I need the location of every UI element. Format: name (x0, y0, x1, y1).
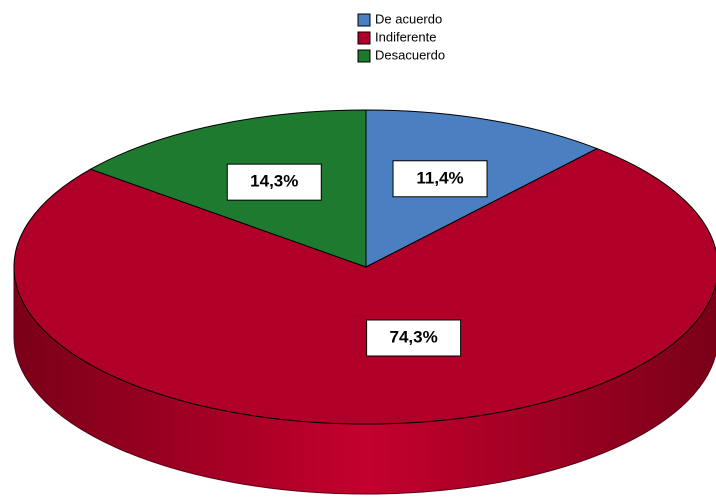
legend-swatch (357, 49, 371, 63)
legend-swatch (357, 13, 371, 27)
data-label: 14,3% (250, 172, 298, 191)
data-label: 74,3% (390, 327, 438, 346)
label-box (392, 160, 488, 198)
legend-label: Desacuerdo (375, 47, 445, 62)
legend-swatch (357, 31, 371, 45)
pie-slice (13, 148, 716, 425)
label-box (226, 163, 322, 201)
label-box (366, 319, 462, 357)
legend-label: De acuerdo (375, 11, 442, 26)
legend-label: Indiferente (375, 29, 436, 44)
data-label: 11,4% (416, 168, 463, 187)
